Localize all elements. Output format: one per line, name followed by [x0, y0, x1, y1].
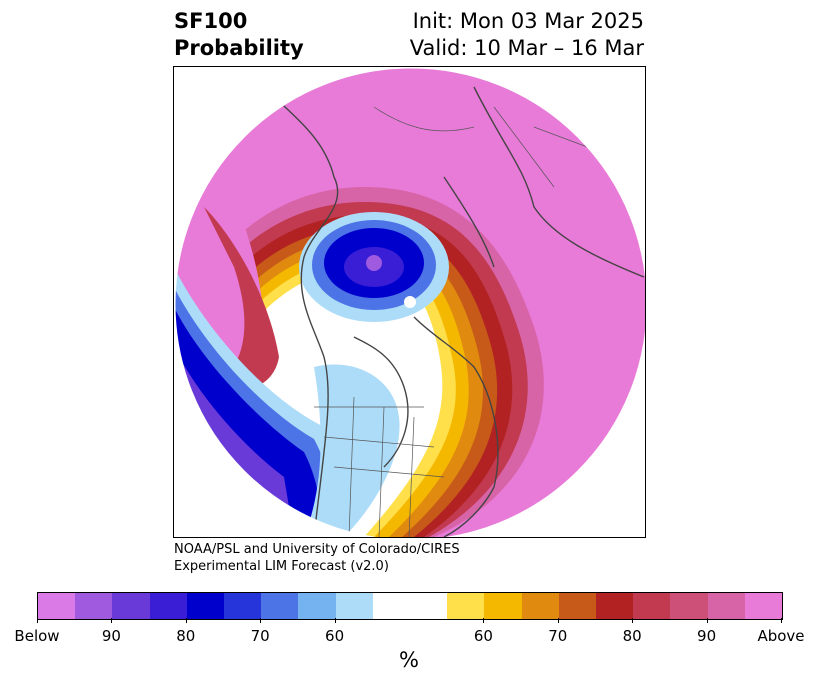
colorbar-tick-label: 90 [101, 627, 121, 645]
colorbar-segment [633, 593, 671, 619]
colorbar-tick-label: 90 [697, 627, 717, 645]
colorbar-segment [335, 593, 373, 619]
colorbar-tick [334, 618, 336, 623]
colorbar-tick-label: Above [757, 627, 805, 645]
probability-subtitle: Probability [174, 36, 304, 60]
colorbar-tick-label: Below [14, 627, 60, 645]
forecast-map [173, 66, 646, 538]
colorbar-tick [557, 618, 559, 623]
polar-map-svg [174, 67, 645, 537]
colorbar-tick-label: 60 [325, 627, 345, 645]
colorbar-tick-label: 70 [250, 627, 270, 645]
colorbar-tick [37, 618, 38, 623]
colorbar-tick [632, 618, 634, 623]
variable-title: SF100 [174, 9, 248, 33]
coastlines [263, 86, 645, 537]
colorbar-segment [558, 593, 597, 619]
colorbar-tick-label: 80 [622, 627, 642, 645]
title-block-right: Init: Mon 03 Mar 2025 Valid: 10 Mar – 16… [410, 8, 644, 62]
colorbar-segment [261, 593, 299, 619]
colorbar-tick-label: 60 [473, 627, 493, 645]
valid-range: Valid: 10 Mar – 16 Mar [409, 36, 644, 60]
probability-field [175, 68, 645, 537]
colorbar-unit: % [399, 648, 419, 672]
field-pacific-ring [204, 207, 279, 391]
colorbar-tick [483, 618, 485, 623]
colorbar-tick-label: 80 [176, 627, 196, 645]
colorbar-segment [298, 593, 336, 619]
colorbar-segment [670, 593, 708, 619]
colorbar-segment [372, 593, 411, 619]
colorbar-segment [596, 593, 634, 619]
colorbar-segment [744, 593, 783, 619]
colorbar-segment [410, 593, 448, 619]
colorbar-tick [781, 618, 782, 623]
credit-line-1: NOAA/PSL and University of Colorado/CIRE… [174, 542, 460, 557]
colorbar-segment [75, 593, 113, 619]
credit-block: NOAA/PSL and University of Colorado/CIRE… [174, 541, 460, 575]
colorbar-tick [185, 618, 187, 623]
colorbar-segment [447, 593, 485, 619]
init-date: Init: Mon 03 Mar 2025 [412, 9, 644, 33]
colorbar-segment [186, 593, 225, 619]
colorbar-tick-label: 70 [548, 627, 568, 645]
colorbar-segment [484, 593, 522, 619]
map-disc-edge [174, 67, 645, 537]
colorbar-segment [149, 593, 187, 619]
colorbar-tick [260, 618, 262, 623]
colorbar-segment [112, 593, 150, 619]
colorbar-segment [224, 593, 262, 619]
credit-line-2: Experimental LIM Forecast (v2.0) [174, 559, 389, 574]
colorbar-segment [707, 593, 745, 619]
title-block-left: SF100 Probability [174, 8, 304, 62]
polar-low-core [366, 255, 382, 271]
colorbar-segment [521, 593, 559, 619]
colorbar-segment [38, 593, 76, 619]
colorbar-tick [111, 618, 113, 623]
pole-hole [404, 296, 416, 308]
colorbar-tick [706, 618, 708, 623]
colorbar [37, 592, 783, 620]
